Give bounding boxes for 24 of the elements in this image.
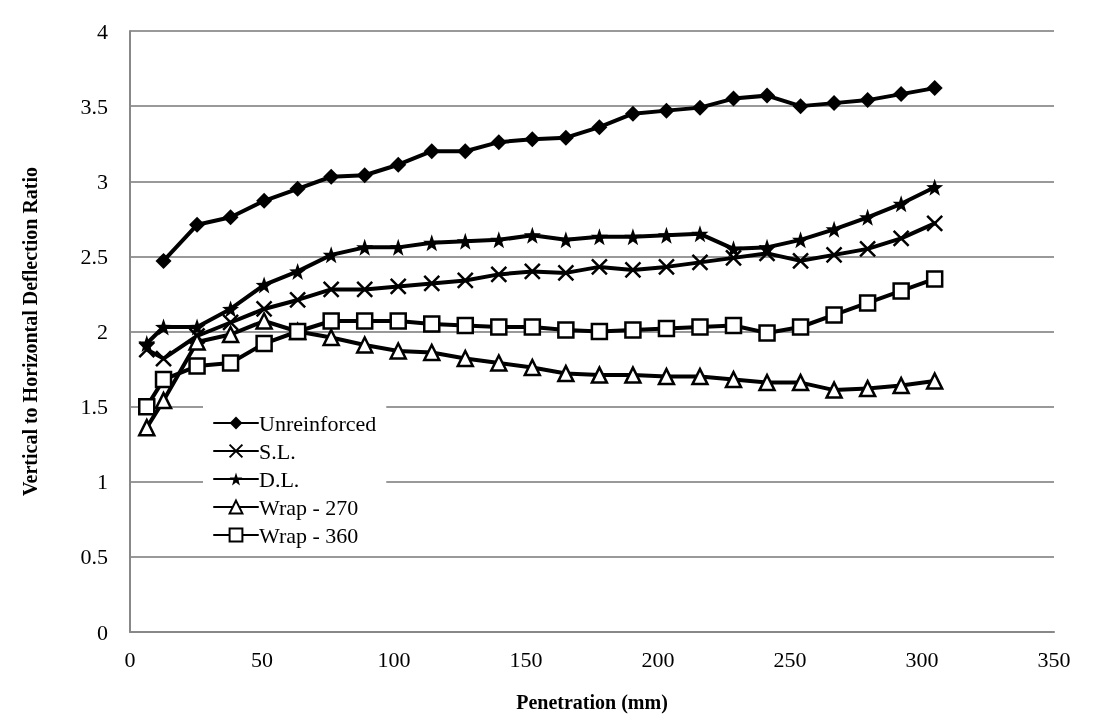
x-tick-label: 0 (124, 646, 136, 672)
y-tick-label: 2.5 (80, 243, 108, 269)
legend-label: Wrap - 360 (259, 522, 359, 548)
y-tick-label: 2 (97, 319, 108, 344)
y-tick-label: 4 (97, 18, 108, 44)
y-tick-label: 0 (97, 619, 108, 645)
y-tick-label: 1 (97, 469, 108, 495)
x-tick-label: 50 (251, 646, 273, 672)
y-tick-label: 1.5 (80, 394, 108, 420)
x-tick-label: 150 (509, 646, 543, 672)
x-axis-title: Penetration (mm) (516, 691, 668, 714)
y-tick-label: 3 (97, 168, 108, 194)
legend-label: S.L. (259, 438, 296, 464)
y-tick-label: 0.5 (80, 544, 108, 570)
x-tick-label: 300 (905, 646, 939, 672)
y-tick-label: 3.5 (80, 93, 108, 119)
legend-label: D.L. (259, 466, 300, 492)
legend-label: Wrap - 270 (259, 494, 359, 520)
legend-label: Unreinforced (259, 410, 377, 436)
x-tick-label: 250 (773, 646, 807, 672)
y-axis-title: Vertical to Horizontal Deflection Ratio (19, 166, 41, 497)
x-tick-label: 200 (641, 646, 675, 672)
x-tick-label: 100 (377, 646, 411, 672)
x-tick-label: 350 (1037, 646, 1071, 672)
